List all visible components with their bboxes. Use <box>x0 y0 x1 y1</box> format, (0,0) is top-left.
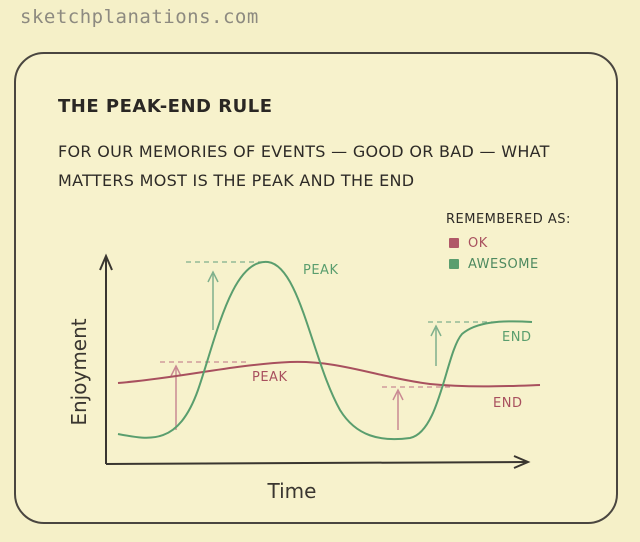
green-peak-label: PEAK <box>303 263 338 278</box>
site-name: sketchplanations.com <box>20 6 259 28</box>
y-axis-arrowhead <box>99 253 113 271</box>
green-end-arrowhead <box>430 324 442 337</box>
red-peak-arrowhead <box>170 364 182 377</box>
red-end-arrowhead <box>392 388 404 401</box>
subtitle-line-1: FOR OUR MEMORIES OF EVENTS — GOOD OR BAD… <box>58 142 550 161</box>
legend-item-awesome: AWESOME <box>449 257 539 272</box>
x-axis-label: Time <box>267 479 317 503</box>
sketch-title: THE PEAK-END RULE <box>58 96 273 117</box>
legend-swatch-awesome <box>449 259 459 269</box>
green-end-label: END <box>502 330 531 345</box>
legend-label-ok: OK <box>468 236 488 251</box>
y-axis-label: Enjoyment <box>67 318 91 425</box>
legend-label-awesome: AWESOME <box>468 257 539 272</box>
red-peak-label: PEAK <box>252 370 287 385</box>
green-peak-arrowhead <box>207 270 219 283</box>
x-axis-arrowhead <box>513 455 531 469</box>
sketch-subtitle: FOR OUR MEMORIES OF EVENTS — GOOD OR BAD… <box>58 137 598 195</box>
legend-swatch-ok <box>449 238 459 248</box>
legend-item-ok: OK <box>449 236 488 251</box>
ok-experience-curve <box>117 360 541 388</box>
awesome-experience-curve <box>117 260 533 441</box>
x-axis <box>105 461 527 465</box>
legend-title: REMEMBERED AS: <box>446 212 571 227</box>
red-end-label: END <box>493 396 522 411</box>
subtitle-line-2: MATTERS MOST IS THE PEAK AND THE END <box>58 171 415 190</box>
sketch-card <box>14 52 618 524</box>
